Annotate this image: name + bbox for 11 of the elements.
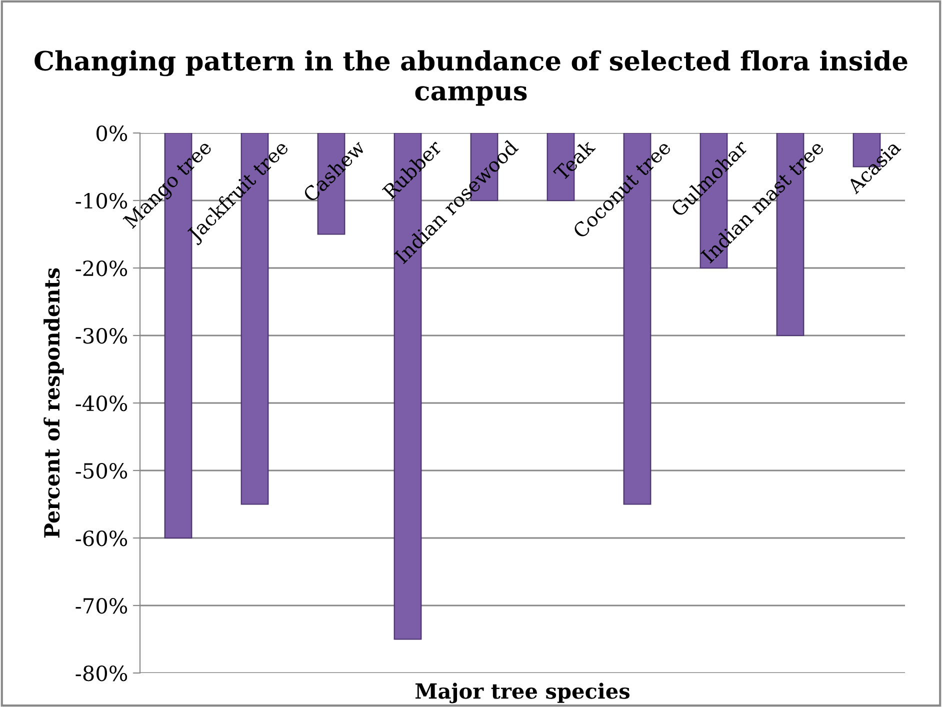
y-tick-label: 0% <box>96 125 128 142</box>
chart-title: Changing pattern in the abundance of selected flora inside campus <box>34 50 908 106</box>
y-tick-label: -70% <box>76 598 128 614</box>
y-tick-label: -50% <box>76 462 128 479</box>
y-tick-label: -60% <box>76 530 128 546</box>
y-tick-label: -80% <box>76 665 128 682</box>
y-tick-label: -30% <box>76 328 128 344</box>
y-axis-title: Percent of respondents <box>44 268 64 538</box>
y-tick-label: -40% <box>76 395 128 412</box>
y-tick-label: -20% <box>76 260 128 276</box>
x-axis-title: Major tree species <box>416 682 630 704</box>
